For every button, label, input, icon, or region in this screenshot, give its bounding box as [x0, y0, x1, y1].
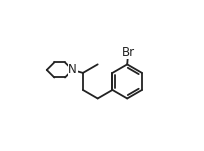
Text: N: N	[68, 63, 77, 76]
Text: Br: Br	[122, 46, 135, 59]
